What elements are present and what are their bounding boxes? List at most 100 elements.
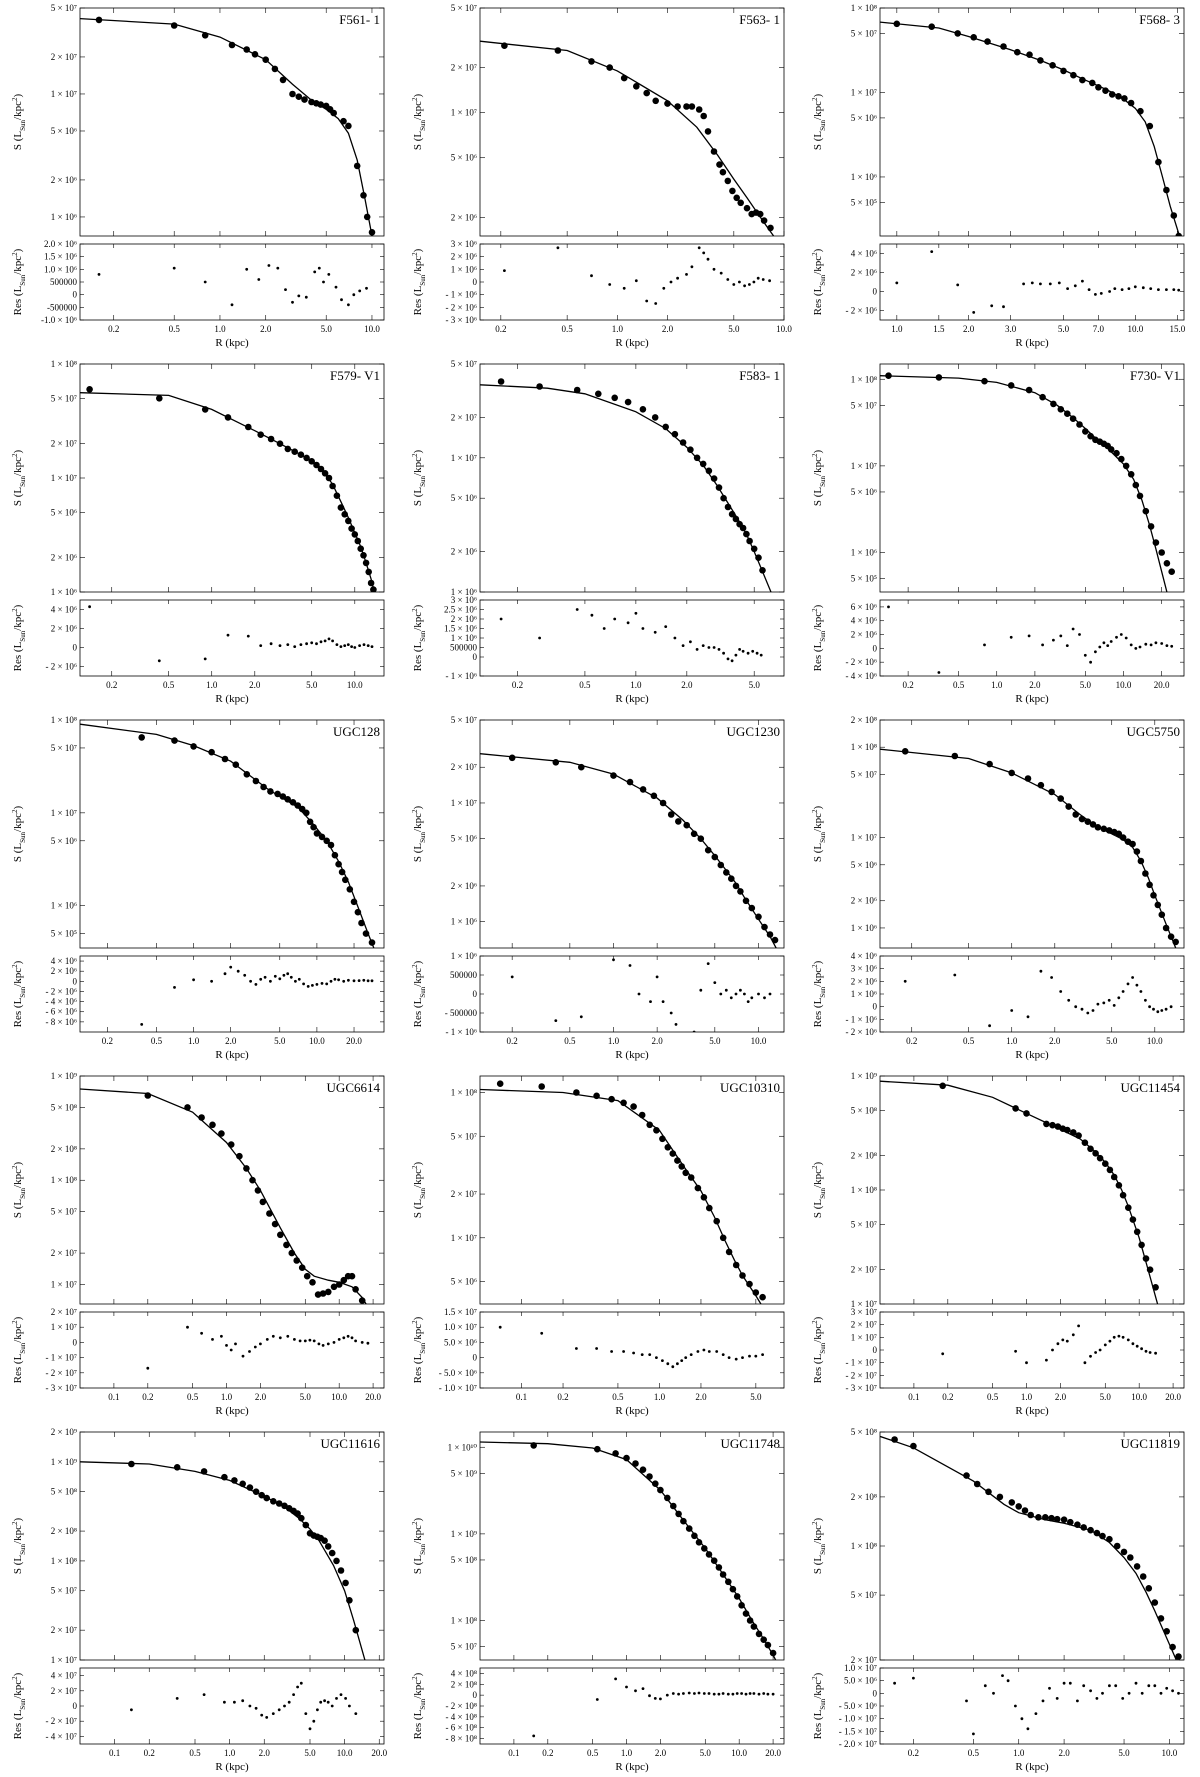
residual-point (1059, 990, 1063, 993)
fit-curve (80, 392, 376, 592)
data-point (985, 1488, 992, 1496)
data-point (711, 853, 719, 861)
data-point (1094, 824, 1102, 831)
x-tick-label: 1.0 (630, 680, 642, 690)
residual-point (1087, 288, 1091, 291)
residual-point (230, 303, 234, 307)
residual-point (1014, 1349, 1017, 1353)
data-point (729, 1585, 737, 1593)
y-tick-label: 1 × 10⁷ (451, 798, 477, 808)
data-point (302, 1521, 310, 1529)
y-tick-label: 1 × 10⁸ (51, 359, 77, 369)
chart-panel: 5 × 10⁷ 2 × 10⁷ 1 × 10⁷ 5 × 10⁶ 2 × 10⁶ 3 × 1… (411, 3, 792, 349)
res-y-tick-label: 0 (73, 290, 78, 300)
y-tick-label: 5 × 10⁶ (451, 153, 477, 163)
residual-point (1020, 1717, 1024, 1721)
data-point (345, 517, 352, 525)
data-point (245, 423, 252, 431)
data-point (208, 748, 215, 756)
y-tick-label: 1 × 10⁷ (851, 1299, 877, 1309)
data-point (699, 460, 707, 468)
main-plot-area (80, 386, 377, 592)
y-axis-title: S (LSun/kpc2) (811, 1162, 827, 1219)
res-y-tick-label: - 1 × 10⁷ (46, 1353, 77, 1363)
residual-point (88, 605, 91, 609)
residual-point (339, 645, 343, 648)
residual-point (746, 651, 750, 655)
data-point (1169, 1643, 1176, 1651)
residual-point (1081, 279, 1084, 283)
main-plot-area (80, 1088, 367, 1304)
y-tick-label: 1 × 10⁸ (851, 1185, 877, 1195)
residual-point (1078, 633, 1081, 636)
residual-point (1131, 1342, 1135, 1346)
data-point (303, 809, 310, 817)
data-point (333, 492, 341, 499)
y-tick-label: 2 × 10⁷ (451, 63, 477, 73)
residual-point (895, 281, 899, 285)
data-point (301, 96, 308, 103)
residual-point (1114, 1684, 1118, 1688)
x-tick-label: 1.0 (214, 324, 226, 334)
data-point (342, 876, 349, 884)
main-plot-frame (479, 7, 785, 237)
chart-panel: 2 × 10⁹ 1 × 10⁹ 5 × 10⁸ 2 × 10⁸ 1 × 10⁸ 5 × 1… (11, 1427, 388, 1773)
residual-point (743, 284, 746, 288)
data-point (1008, 769, 1015, 777)
y-tick-label: 2 × 10⁶ (451, 547, 477, 557)
residual-point (719, 271, 723, 275)
residual-point (754, 1354, 758, 1358)
x-tick-label: 1.0 (654, 1392, 666, 1402)
residual-point (1135, 1344, 1139, 1348)
data-point (683, 821, 690, 829)
data-point (1007, 382, 1015, 389)
residual-point (1034, 1712, 1038, 1715)
residual-point (685, 1034, 688, 1037)
residual-axis-title: Res (LSun/kpc2) (11, 1316, 27, 1383)
res-y-tick-label: - 1.5 × 10⁷ (839, 1726, 877, 1736)
residual-point (253, 1345, 257, 1349)
data-point (1118, 455, 1125, 463)
y-tick-label: 5 × 10⁷ (51, 3, 77, 13)
y-tick-label: 5 × 10⁶ (51, 126, 77, 136)
residual-point (335, 643, 339, 646)
y-tick-label: 1 × 10⁹ (851, 1071, 877, 1081)
residual-point (756, 276, 760, 280)
y-tick-label: 1 × 10⁸ (451, 1616, 477, 1626)
y-tick-label: 5 × 10⁷ (451, 715, 477, 725)
data-point (1065, 803, 1072, 810)
data-point (1070, 1129, 1077, 1136)
y-tick-label: 2 × 10⁷ (451, 762, 477, 772)
residual-point (556, 246, 560, 250)
residual-point (659, 1697, 662, 1701)
residual-point (352, 979, 356, 983)
data-point (1167, 933, 1175, 940)
residual-point (655, 975, 659, 979)
res-y-tick-label: 4 × 10⁶ (51, 605, 77, 615)
residual-point (317, 1342, 321, 1346)
x-tick-label: 2.0 (260, 324, 272, 334)
x-tick-label: 2.0 (681, 680, 693, 690)
residual-point (732, 283, 736, 286)
res-y-tick-label: - 2.0 × 10⁷ (839, 1739, 877, 1749)
residual-plot-area (88, 605, 374, 663)
data-point (653, 1127, 660, 1134)
data-point (360, 552, 367, 559)
main-plot-frame (79, 1075, 385, 1305)
data-point (1080, 1524, 1087, 1531)
residual-point (697, 246, 701, 250)
main-plot-frame (79, 1431, 385, 1661)
data-point (1151, 1599, 1159, 1606)
residual-point (735, 1692, 739, 1695)
x-tick-label: 5.0 (1058, 324, 1070, 334)
x-tick-label: 0.2 (942, 1392, 953, 1402)
residual-point (331, 639, 334, 643)
residual-point (983, 1684, 987, 1688)
residual-plot-area (941, 1324, 1157, 1365)
res-y-tick-label: 4 × 10⁶ (851, 951, 877, 961)
data-point (294, 1510, 301, 1517)
residual-point (707, 646, 711, 649)
residual-point (912, 1676, 915, 1680)
x-tick-label: 2.0 (1029, 680, 1041, 690)
residual-point (1006, 1679, 1010, 1683)
